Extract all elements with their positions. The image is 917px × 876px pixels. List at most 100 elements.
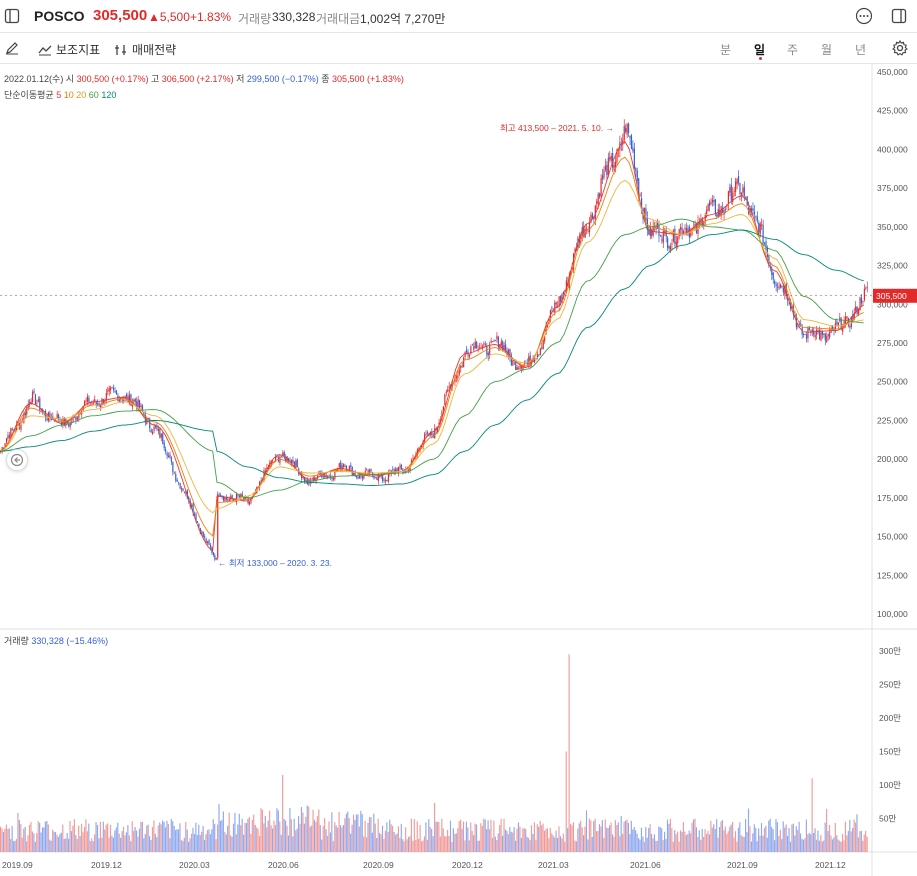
volume-bar	[708, 834, 711, 852]
volume-bar	[332, 841, 334, 852]
settings-gear-icon[interactable]	[892, 40, 908, 56]
candle-body	[622, 139, 624, 145]
close-value: 305,500 (+1.83%)	[332, 74, 404, 84]
volume-bar	[556, 838, 559, 852]
strategy-button[interactable]: 매매전략	[114, 41, 176, 58]
volume-bar	[649, 824, 651, 852]
volume-bar	[352, 814, 355, 852]
volume-bar	[240, 825, 242, 852]
volume-bar	[653, 834, 656, 852]
period-day[interactable]: 일	[754, 43, 766, 57]
right-panel-icon[interactable]	[891, 8, 907, 24]
candle-body	[847, 318, 850, 326]
candle-body	[771, 268, 773, 275]
candle-body	[609, 157, 611, 160]
volume-bar	[834, 822, 836, 852]
volume-bar	[224, 831, 226, 852]
candle-body	[335, 470, 337, 472]
volume-bar	[562, 833, 564, 852]
volume-bar	[17, 812, 19, 852]
volume-bar	[434, 802, 436, 852]
volume-bar	[658, 826, 660, 852]
volume-bar	[530, 825, 533, 852]
scroll-back-button[interactable]	[6, 449, 28, 471]
volume-bar	[405, 827, 407, 852]
volume-bar	[548, 838, 550, 852]
candle-body	[421, 445, 423, 448]
volume-bar	[688, 830, 690, 852]
volume-bar	[655, 840, 657, 852]
volume-bar	[326, 835, 329, 852]
period-year[interactable]: 년	[855, 43, 867, 57]
candle-body	[755, 216, 757, 218]
volume-bar	[614, 820, 616, 852]
volume-bar	[149, 836, 151, 852]
candle-body	[293, 461, 295, 468]
volume-bar	[590, 820, 592, 852]
period-week[interactable]: 주	[787, 43, 799, 57]
candle-body	[690, 229, 692, 237]
candle-body	[638, 178, 640, 195]
candle-body	[730, 184, 732, 201]
period-month[interactable]: 월	[821, 43, 833, 57]
price-chart[interactable]: 450,000 425,000 400,000 375,000 350,000 325,0…	[0, 64, 917, 876]
volume-bar	[445, 836, 447, 852]
volume-bar	[523, 828, 525, 852]
candle-body	[178, 482, 180, 484]
volume-bar	[60, 832, 62, 852]
volume-bar	[109, 824, 112, 852]
candle-body	[33, 390, 35, 394]
candle-body	[451, 381, 453, 390]
candle-body	[437, 427, 439, 432]
volume-bar	[664, 831, 666, 852]
volume-bar	[729, 826, 731, 852]
volume-bar	[633, 826, 635, 852]
drawing-tool-button[interactable]	[5, 41, 19, 55]
candle-body	[193, 513, 196, 515]
candle-body	[274, 456, 277, 461]
volume-bar	[575, 841, 577, 852]
volume-bar	[815, 839, 818, 852]
candle-body	[596, 201, 598, 204]
active-period-indicator	[759, 57, 762, 60]
candle-body	[130, 394, 132, 406]
candle-body	[652, 226, 654, 236]
volume-bar	[423, 836, 426, 852]
volume-bar	[83, 827, 86, 852]
candle-body	[840, 318, 842, 330]
volume-bar	[510, 831, 512, 852]
candle-body	[56, 414, 58, 419]
volume-bar	[449, 820, 452, 852]
volume-bar	[678, 841, 680, 852]
candle-body	[470, 346, 472, 354]
candle-body	[765, 241, 767, 250]
volume-bar	[235, 834, 237, 852]
volume-bar	[577, 828, 579, 852]
volume-bar	[306, 805, 308, 852]
more-options-icon[interactable]	[855, 7, 873, 25]
volume-bar	[597, 830, 599, 852]
ma60-label: 60	[88, 90, 99, 100]
volume-bar	[541, 825, 543, 852]
volume-bar	[347, 811, 349, 852]
candle-body	[282, 452, 284, 456]
candle-body	[23, 413, 25, 423]
volume-bar	[386, 822, 388, 852]
indicator-button[interactable]: 보조지표	[38, 41, 100, 58]
volume-bar	[214, 823, 216, 852]
left-panel-icon[interactable]	[4, 8, 20, 24]
volume-bar	[363, 836, 365, 852]
candle-body	[775, 283, 777, 287]
candle-body	[140, 405, 142, 408]
candle-body	[91, 401, 93, 404]
volume-bar	[195, 822, 197, 852]
volume-bar	[624, 820, 627, 852]
candle-body	[491, 341, 494, 342]
volume-bar	[127, 825, 129, 852]
y-tick-label: 450,000	[877, 67, 908, 77]
volume-bar	[475, 824, 478, 852]
candle-body	[612, 153, 614, 168]
candle-body	[141, 405, 144, 412]
period-minute[interactable]: 분	[720, 43, 732, 57]
volume-bar	[565, 751, 567, 852]
